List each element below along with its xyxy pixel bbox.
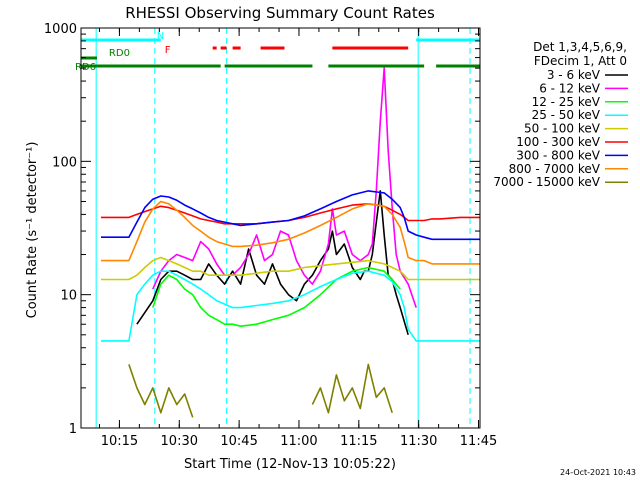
legend-label-800-7000-kev: 800 - 7000 keV bbox=[509, 162, 601, 176]
x-tick-label: 10:30 bbox=[161, 434, 198, 449]
series-line-50-100-kev bbox=[101, 256, 480, 281]
y-tick-label: 1000 bbox=[44, 22, 77, 37]
series-line-12-25-kev bbox=[152, 266, 401, 327]
y-tick-label: 1 bbox=[69, 422, 77, 437]
state-bar-label-rd0: RD0 bbox=[109, 48, 130, 59]
legend-label-12-25-kev: 12 - 25 keV bbox=[532, 95, 601, 109]
state-bars-group: NF RD0 RD6 bbox=[75, 31, 480, 73]
legend-label-100-300-kev: 100 - 300 keV bbox=[516, 135, 600, 149]
y-tick-label: 10 bbox=[60, 289, 77, 304]
legend-label-6-12-kev: 6 - 12 keV bbox=[539, 81, 601, 95]
legend-label-25-50-kev: 25 - 50 keV bbox=[532, 108, 601, 122]
y-tick-label: 100 bbox=[52, 155, 77, 170]
legend-header-line-1: Det 1,3,4,5,6,9, bbox=[533, 40, 627, 54]
plot-frame bbox=[80, 27, 481, 429]
x-axis-label: Start Time (12-Nov-13 10:05:22) bbox=[184, 457, 396, 472]
x-tick-label: 10:45 bbox=[220, 434, 257, 449]
x-tick-label: 11:45 bbox=[460, 434, 497, 449]
series-line-6-12-kev bbox=[152, 67, 417, 308]
legend-header-line-2: FDecim 1, Att 0 bbox=[534, 54, 627, 68]
legend: Det 1,3,4,5,6,9, FDecim 1, Att 0 3 - 6 k… bbox=[493, 40, 628, 189]
legend-label-50-100-kev: 50 - 100 keV bbox=[524, 122, 601, 136]
x-tick-label: 11:30 bbox=[400, 434, 437, 449]
chart-title: RHESSI Observing Summary Count Rates bbox=[125, 4, 435, 22]
state-bar-label-n: N bbox=[157, 31, 164, 42]
x-tick-label: 11:15 bbox=[340, 434, 377, 449]
state-bar-label-rd6: RD6 bbox=[75, 62, 96, 73]
x-tick-label: 11:00 bbox=[280, 434, 317, 449]
series-line-7000-15000-kev bbox=[128, 363, 393, 418]
axis-ticks-group: 10:15 10:30 10:45 11:00 11:15 11:30 11:45 1 10 10… bbox=[44, 22, 497, 449]
series-line-3-6-kev bbox=[136, 190, 409, 336]
series-line-25-50-kev bbox=[101, 270, 480, 342]
y-axis-label: Count Rate (s⁻¹ detector⁻¹) bbox=[25, 142, 40, 319]
series-group bbox=[95, 28, 480, 428]
series-line-800-7000-kev bbox=[101, 200, 480, 265]
state-bar-label-f: F bbox=[165, 45, 171, 56]
legend-label-7000-15000-kev: 7000 - 15000 keV bbox=[493, 175, 600, 189]
footer-date: 24-Oct-2021 10:43 bbox=[560, 468, 636, 477]
legend-label-3-6-kev: 3 - 6 keV bbox=[547, 68, 601, 82]
x-tick-label: 10:15 bbox=[101, 434, 138, 449]
legend-label-300-800-kev: 300 - 800 keV bbox=[516, 148, 600, 162]
series-line-300-800-kev bbox=[101, 190, 480, 241]
